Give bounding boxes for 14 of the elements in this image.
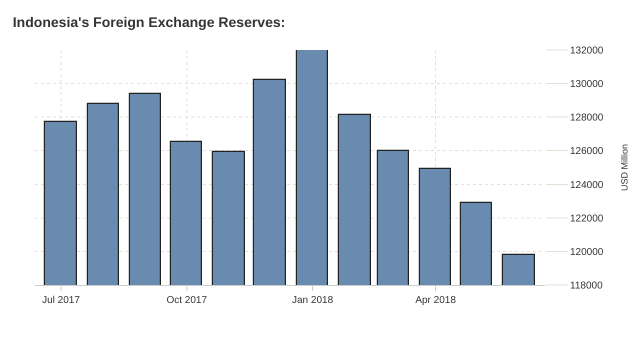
y-axis-title: USD Million (620, 144, 630, 192)
y-tick-label: 118000 (570, 280, 604, 292)
y-tick-label: 122000 (570, 213, 604, 224)
y-tick-label: 132000 (570, 46, 604, 56)
x-tick-label: Oct 2017 (166, 295, 208, 306)
x-tick-label: Jul 2017 (42, 295, 80, 306)
chart-title: Indonesia's Foreign Exchange Reserves: (12, 14, 286, 30)
x-tick-label: Jan 2018 (292, 295, 334, 306)
y-tick-label: 130000 (570, 79, 604, 90)
y-tick-label: 126000 (570, 146, 604, 158)
x-tick-label: Apr 2018 (415, 295, 456, 306)
y-tick-label: 128000 (570, 112, 604, 124)
y-tick-label: 124000 (570, 180, 604, 191)
y-tick-label: 120000 (570, 246, 604, 258)
